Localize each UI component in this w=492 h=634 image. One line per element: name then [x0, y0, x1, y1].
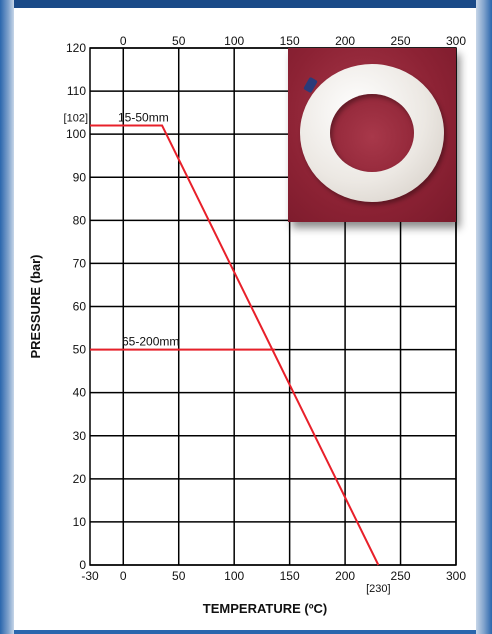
y-tick-label: 30 — [73, 429, 87, 443]
x-tick-label-bottom: 200 — [335, 569, 355, 583]
y-tick-label: 10 — [73, 515, 87, 529]
seal-ring-photo — [288, 48, 456, 222]
x-tick-label-bottom: 0 — [120, 569, 127, 583]
x-marker-annotation: [230] — [366, 583, 390, 595]
ring-hole — [330, 94, 414, 172]
x-tick-label-top: 50 — [172, 34, 186, 48]
y-tick-label: 40 — [73, 386, 87, 400]
y-marker-annotation: [102] — [64, 113, 88, 125]
x-tick-label-top: 150 — [280, 34, 300, 48]
x-tick-label-bottom: 250 — [391, 569, 411, 583]
y-tick-label: 0 — [79, 558, 86, 572]
x-tick-label-top: 300 — [446, 34, 466, 48]
x-tick-label-bottom: 50 — [172, 569, 186, 583]
series-label: 65-200mm — [122, 335, 179, 349]
x-tick-label-bottom: 100 — [224, 569, 244, 583]
x-tick-label-top: 0 — [120, 34, 127, 48]
y-tick-label: 120 — [66, 41, 86, 55]
plot-border — [89, 47, 457, 566]
x-tick-label-bottom: 300 — [446, 569, 466, 583]
x-tick-label-bottom: -30 — [81, 569, 99, 583]
series-group — [90, 124, 380, 566]
y-tick-label: 60 — [73, 300, 87, 314]
y-tick-label: 100 — [66, 127, 86, 141]
left-border — [0, 0, 14, 634]
right-border — [476, 0, 492, 634]
y-tick-label: 50 — [73, 343, 87, 357]
y-tick-label: 80 — [73, 213, 87, 227]
y-tick-label: 110 — [67, 84, 86, 98]
x-tick-label-top: 200 — [335, 34, 355, 48]
x-tick-label-top: 250 — [391, 34, 411, 48]
x-tick-label-top: 100 — [224, 34, 244, 48]
series-line — [90, 124, 380, 566]
y-tick-label: 20 — [73, 472, 87, 486]
y-tick-label: 90 — [73, 170, 87, 184]
y-tick-label: 70 — [73, 256, 87, 270]
x-axis-title: TEMPERATURE (ºC) — [203, 601, 327, 616]
ring-icon — [300, 64, 444, 202]
x-tick-label-bottom: 150 — [280, 569, 300, 583]
series-label: 15-50mm — [118, 111, 169, 125]
y-axis-title: PRESSURE (bar) — [28, 254, 43, 358]
